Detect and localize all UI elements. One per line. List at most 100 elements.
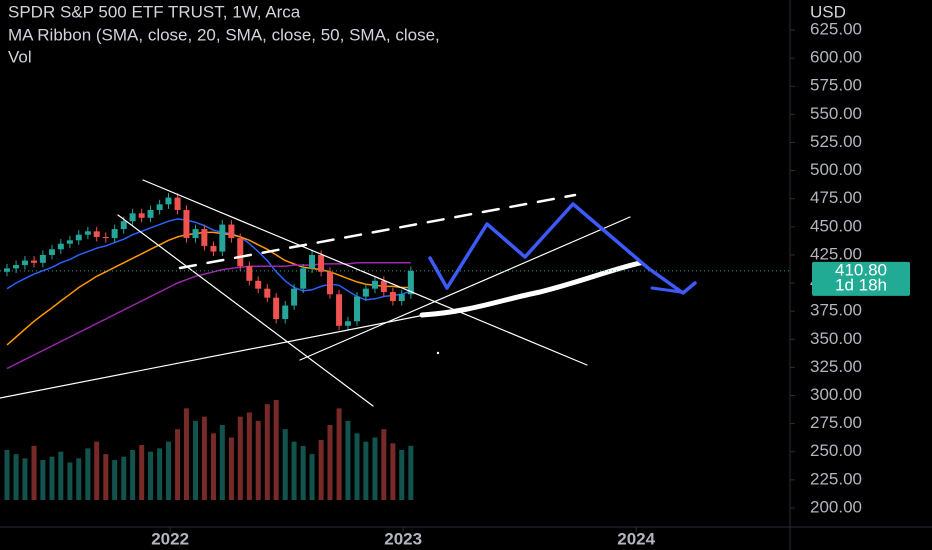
dot: [436, 351, 440, 355]
volume-bar: [219, 425, 225, 500]
volume-bar: [94, 441, 100, 500]
candle-body: [344, 321, 351, 326]
last-price-label: 410.80: [835, 260, 887, 279]
volume-bar: [112, 460, 118, 500]
candle-body: [264, 288, 271, 298]
candle-body: [129, 213, 136, 222]
volume-bar: [121, 456, 127, 500]
countdown-label: 1d 18h: [835, 275, 887, 294]
candle-layer: [3, 193, 414, 331]
volume-bar: [139, 445, 145, 500]
y-tick-label: 550.00: [810, 104, 862, 123]
dashed-trendline: [178, 193, 577, 270]
volume-layer: [4, 400, 414, 500]
y-tick-label: 600.00: [810, 48, 862, 67]
y-tick-label: 450.00: [810, 216, 862, 235]
candle-body: [210, 245, 217, 252]
candle-body: [237, 238, 244, 267]
candle-body: [291, 288, 298, 306]
y-tick-label: 625.00: [810, 20, 862, 39]
y-tick-label: 200.00: [810, 497, 862, 516]
candle-body: [111, 229, 118, 239]
volume-bar: [157, 448, 163, 500]
candle-body: [354, 296, 361, 322]
indicator-legend: Vol: [8, 47, 32, 66]
candle-body: [183, 209, 190, 239]
volume-bar: [67, 462, 73, 500]
volume-bar: [273, 400, 279, 500]
candle-body: [156, 204, 163, 210]
volume-bar: [372, 437, 378, 500]
y-tick-label: 325.00: [810, 357, 862, 376]
trendline: [142, 179, 588, 366]
candle-body: [21, 260, 28, 266]
candle-body: [326, 271, 333, 295]
x-tick-label: 2024: [617, 529, 655, 548]
candle-body: [147, 209, 154, 218]
volume-bar: [175, 429, 181, 500]
volume-bar: [408, 445, 414, 500]
volume-bar: [130, 450, 136, 500]
candle-body: [318, 254, 325, 272]
volume-bar: [336, 408, 342, 500]
volume-bar: [318, 440, 324, 500]
candle-body: [138, 213, 145, 218]
projection-curve: [419, 260, 643, 318]
volume-bar: [148, 451, 154, 500]
candle-body: [3, 268, 10, 272]
volume-bar: [309, 454, 315, 500]
y-tick-label: 250.00: [810, 441, 862, 460]
candle-body: [398, 294, 405, 302]
candle-body: [57, 243, 64, 250]
candle-body: [407, 270, 414, 295]
candle-body: [31, 260, 38, 263]
y-tick-label: 350.00: [810, 329, 862, 348]
volume-bar: [282, 429, 288, 500]
ma-line: [6, 231, 411, 346]
volume-bar: [13, 454, 19, 500]
drawings: [0, 179, 697, 407]
y-tick-label: 525.00: [810, 132, 862, 151]
volume-bar: [237, 416, 243, 500]
y-tick-label: 575.00: [810, 76, 862, 95]
volume-bar: [300, 445, 306, 500]
candle-body: [192, 229, 199, 239]
volume-bar: [327, 425, 333, 500]
volume-bar: [354, 433, 360, 500]
candle-body: [389, 292, 396, 302]
volume-bar: [165, 441, 171, 500]
candle-body: [93, 231, 100, 237]
volume-bar: [390, 443, 396, 500]
volume-bar: [183, 408, 189, 500]
candle-body: [255, 280, 262, 289]
volume-bar: [255, 420, 261, 500]
candle-body: [362, 288, 369, 297]
volume-bar: [246, 412, 252, 500]
ma-line: [6, 218, 412, 301]
volume-bar: [201, 416, 207, 500]
candle-body: [219, 224, 226, 252]
y-tick-label: 475.00: [810, 188, 862, 207]
volume-bar: [58, 451, 64, 500]
volume-bar: [345, 420, 351, 500]
candle-body: [228, 224, 235, 239]
volume-bar: [49, 456, 55, 500]
candle-body: [66, 240, 73, 244]
currency-label: USD: [810, 2, 846, 21]
trendline: [117, 214, 374, 407]
projection-zigzag: [650, 286, 683, 294]
candle-body: [336, 294, 343, 326]
trendline: [299, 216, 631, 361]
candle-body: [282, 305, 289, 320]
price-axis: 200.00 225.00 250.00 275.00 300.00 325.00 350.…: [151, 20, 862, 549]
candle-body: [165, 197, 172, 205]
chart-title: SPDR S&P 500 ETF TRUST, 1W, Arca: [8, 2, 301, 21]
y-tick-label: 300.00: [810, 385, 862, 404]
y-tick-label: 225.00: [810, 469, 862, 488]
volume-bar: [103, 454, 109, 500]
candle-body: [309, 254, 316, 269]
trendline: [0, 311, 441, 399]
